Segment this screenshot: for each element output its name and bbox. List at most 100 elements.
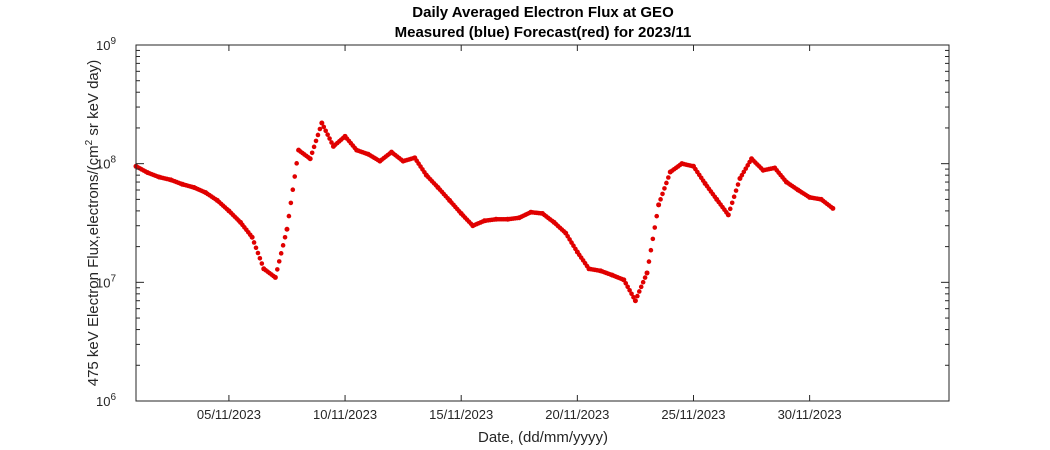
interpolated-point xyxy=(666,175,671,180)
data-point xyxy=(772,165,778,171)
data-point xyxy=(586,266,592,272)
data-point xyxy=(621,277,627,283)
x-axis-label: Date, (dd/mm/yyyy) xyxy=(478,429,608,446)
data-point xyxy=(725,212,731,218)
x-tick-label: 25/11/2023 xyxy=(661,407,725,422)
interpolated-point xyxy=(646,259,652,264)
interpolated-point xyxy=(733,188,739,193)
data-point xyxy=(609,272,615,278)
y-tick-label: 107 xyxy=(96,273,116,290)
interpolated-point xyxy=(317,126,323,132)
data-point xyxy=(679,161,685,167)
x-tick-label: 20/11/2023 xyxy=(545,407,609,422)
interpolated-point xyxy=(625,284,630,290)
data-point xyxy=(330,143,336,149)
data-point xyxy=(365,151,371,157)
data-point xyxy=(667,169,673,175)
interpolated-point xyxy=(664,180,669,186)
data-point xyxy=(714,196,720,202)
interpolated-point xyxy=(321,124,327,130)
data-point xyxy=(690,163,696,169)
data-point xyxy=(377,158,383,164)
data-point xyxy=(319,120,325,126)
data-point xyxy=(191,184,197,190)
data-point xyxy=(632,298,638,304)
interpolated-point xyxy=(652,225,658,230)
interpolated-point xyxy=(654,213,660,219)
data-point xyxy=(818,196,824,202)
interpolated-point xyxy=(259,261,265,266)
data-point xyxy=(737,175,743,181)
interpolated-point xyxy=(329,140,334,145)
interpolated-point xyxy=(294,161,299,166)
interpolated-point xyxy=(636,289,642,294)
data-point xyxy=(423,172,429,178)
interpolated-point xyxy=(311,144,317,150)
chart-subtitle: Measured (blue) Forecast(red) for 2023/1… xyxy=(395,24,692,41)
interpolated-point xyxy=(658,197,663,202)
interpolated-point xyxy=(315,132,321,138)
data-point xyxy=(238,219,244,225)
interpolated-point xyxy=(257,255,263,261)
data-point xyxy=(783,179,789,185)
data-point xyxy=(156,174,162,180)
data-point xyxy=(203,190,209,196)
interpolated-point xyxy=(290,187,296,193)
interpolated-point xyxy=(323,128,329,134)
data-point xyxy=(528,209,534,215)
data-point xyxy=(296,147,302,153)
chart-title: Daily Averaged Electron Flux at GEO xyxy=(412,4,674,21)
data-point xyxy=(574,249,580,255)
data-point xyxy=(749,156,755,162)
interpolated-point xyxy=(251,240,257,245)
plot-frame xyxy=(135,44,950,402)
x-tick-label: 05/11/2023 xyxy=(197,407,261,422)
y-tick-label: 106 xyxy=(96,392,116,409)
data-point xyxy=(342,133,348,139)
data-point xyxy=(389,149,395,155)
interpolated-point xyxy=(280,243,286,248)
data-point xyxy=(702,181,708,187)
data-point xyxy=(795,187,801,193)
data-point xyxy=(458,211,464,217)
data-point xyxy=(760,167,766,173)
interpolated-point xyxy=(635,293,640,299)
interpolated-point xyxy=(325,132,330,137)
data-point xyxy=(807,194,813,200)
data-point xyxy=(226,208,232,214)
data-point xyxy=(168,177,174,183)
data-point xyxy=(644,270,650,276)
interpolated-point xyxy=(660,191,665,197)
y-tick-label: 108 xyxy=(96,155,116,172)
data-point xyxy=(400,158,406,164)
interpolated-point xyxy=(292,174,298,179)
interpolated-point xyxy=(276,259,282,264)
data-point xyxy=(307,156,313,162)
interpolated-point xyxy=(327,136,332,141)
data-point xyxy=(447,197,453,203)
data-point xyxy=(598,268,604,274)
interpolated-point xyxy=(313,138,319,144)
data-point xyxy=(145,170,151,176)
data-point xyxy=(412,155,418,161)
y-axis-label: 475 keV Electron Flux,electrons/(cm2 sr … xyxy=(84,60,102,387)
interpolated-point xyxy=(282,235,288,240)
data-point xyxy=(505,216,511,222)
data-point xyxy=(261,266,267,272)
data-point xyxy=(214,197,220,203)
data-point xyxy=(830,205,836,211)
data-point xyxy=(540,211,545,217)
x-axis-ticks: 05/11/2023 10/11/2023 15/11/2023 20/11/2023… xyxy=(197,45,842,422)
y-axis-ticks: 106 107 108 109 xyxy=(96,36,949,409)
data-point xyxy=(493,216,499,222)
interpolated-point xyxy=(727,206,733,212)
interpolated-point xyxy=(731,194,737,199)
interpolated-point xyxy=(729,200,735,206)
data-point xyxy=(551,219,557,225)
interpolated-point xyxy=(253,245,259,251)
data-point xyxy=(481,218,487,224)
data-point xyxy=(354,147,360,153)
interpolated-point xyxy=(275,267,280,272)
data-point xyxy=(272,274,278,280)
